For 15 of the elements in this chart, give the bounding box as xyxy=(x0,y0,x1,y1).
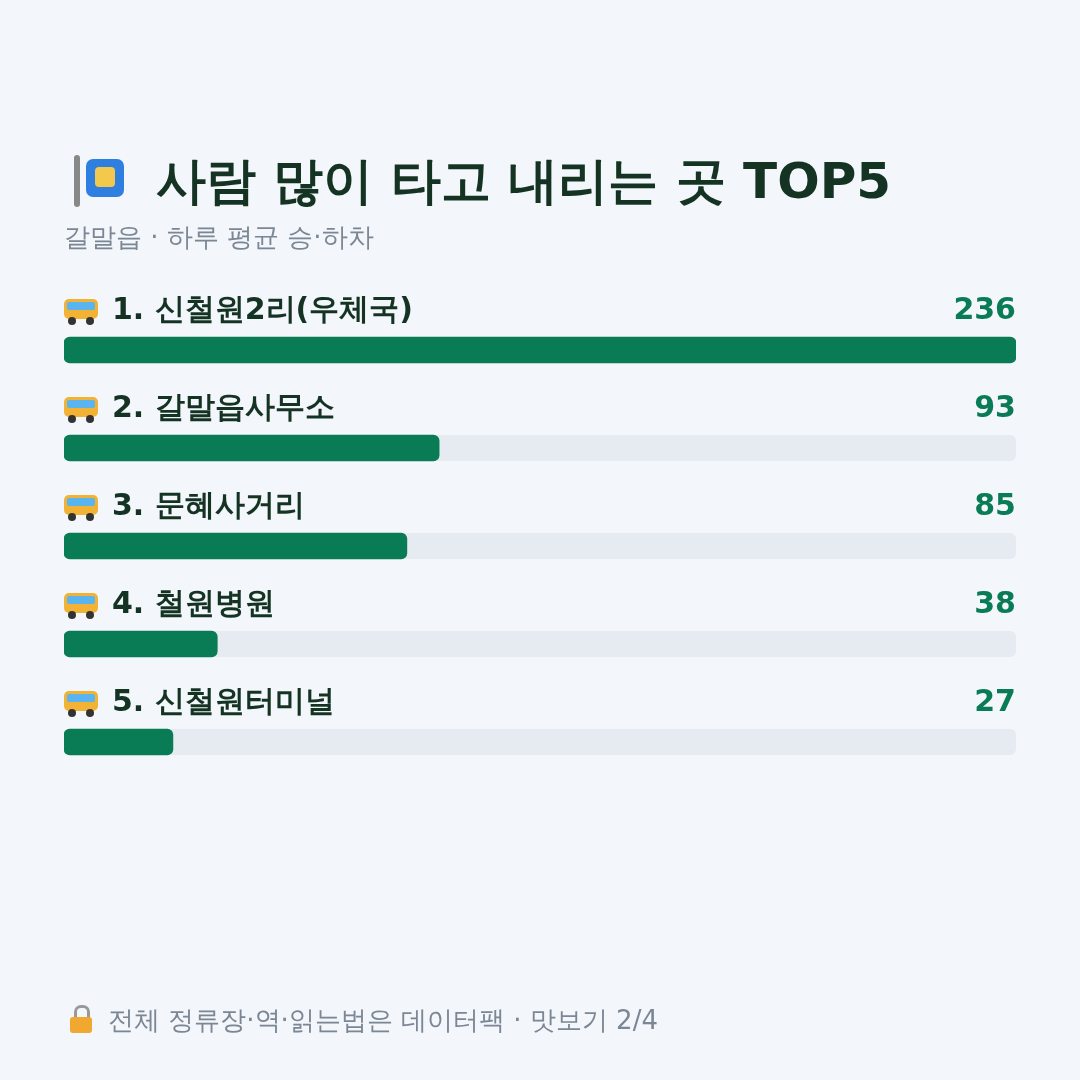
data-label: 27 xyxy=(974,682,1016,718)
y-tick-label: 2. 갈말읍사무소 xyxy=(112,388,335,424)
data-label: 236 xyxy=(953,290,1016,326)
chart-title: 사람 많이 타고 내리는 곳 TOP5 xyxy=(156,151,892,212)
bar xyxy=(64,728,174,756)
bar xyxy=(64,630,218,658)
y-tick-label: 3. 문혜사거리 xyxy=(112,486,305,522)
y-tick-label: 4. 철원병원 xyxy=(112,584,275,620)
data-label: 38 xyxy=(974,584,1016,620)
text: 전체 정류장·역·읽는법은 데이터팩 · 맛보기 2/4 xyxy=(108,1004,658,1037)
y-tick-label: 1. 신철원2리(우체국) xyxy=(112,290,414,326)
data-label: 93 xyxy=(974,388,1016,424)
data-label: 85 xyxy=(974,486,1016,522)
y-tick-label: 5. 신철원터미널 xyxy=(112,682,335,718)
chart-subtitle: 갈말읍 · 하루 평균 승·하차 xyxy=(64,221,374,254)
